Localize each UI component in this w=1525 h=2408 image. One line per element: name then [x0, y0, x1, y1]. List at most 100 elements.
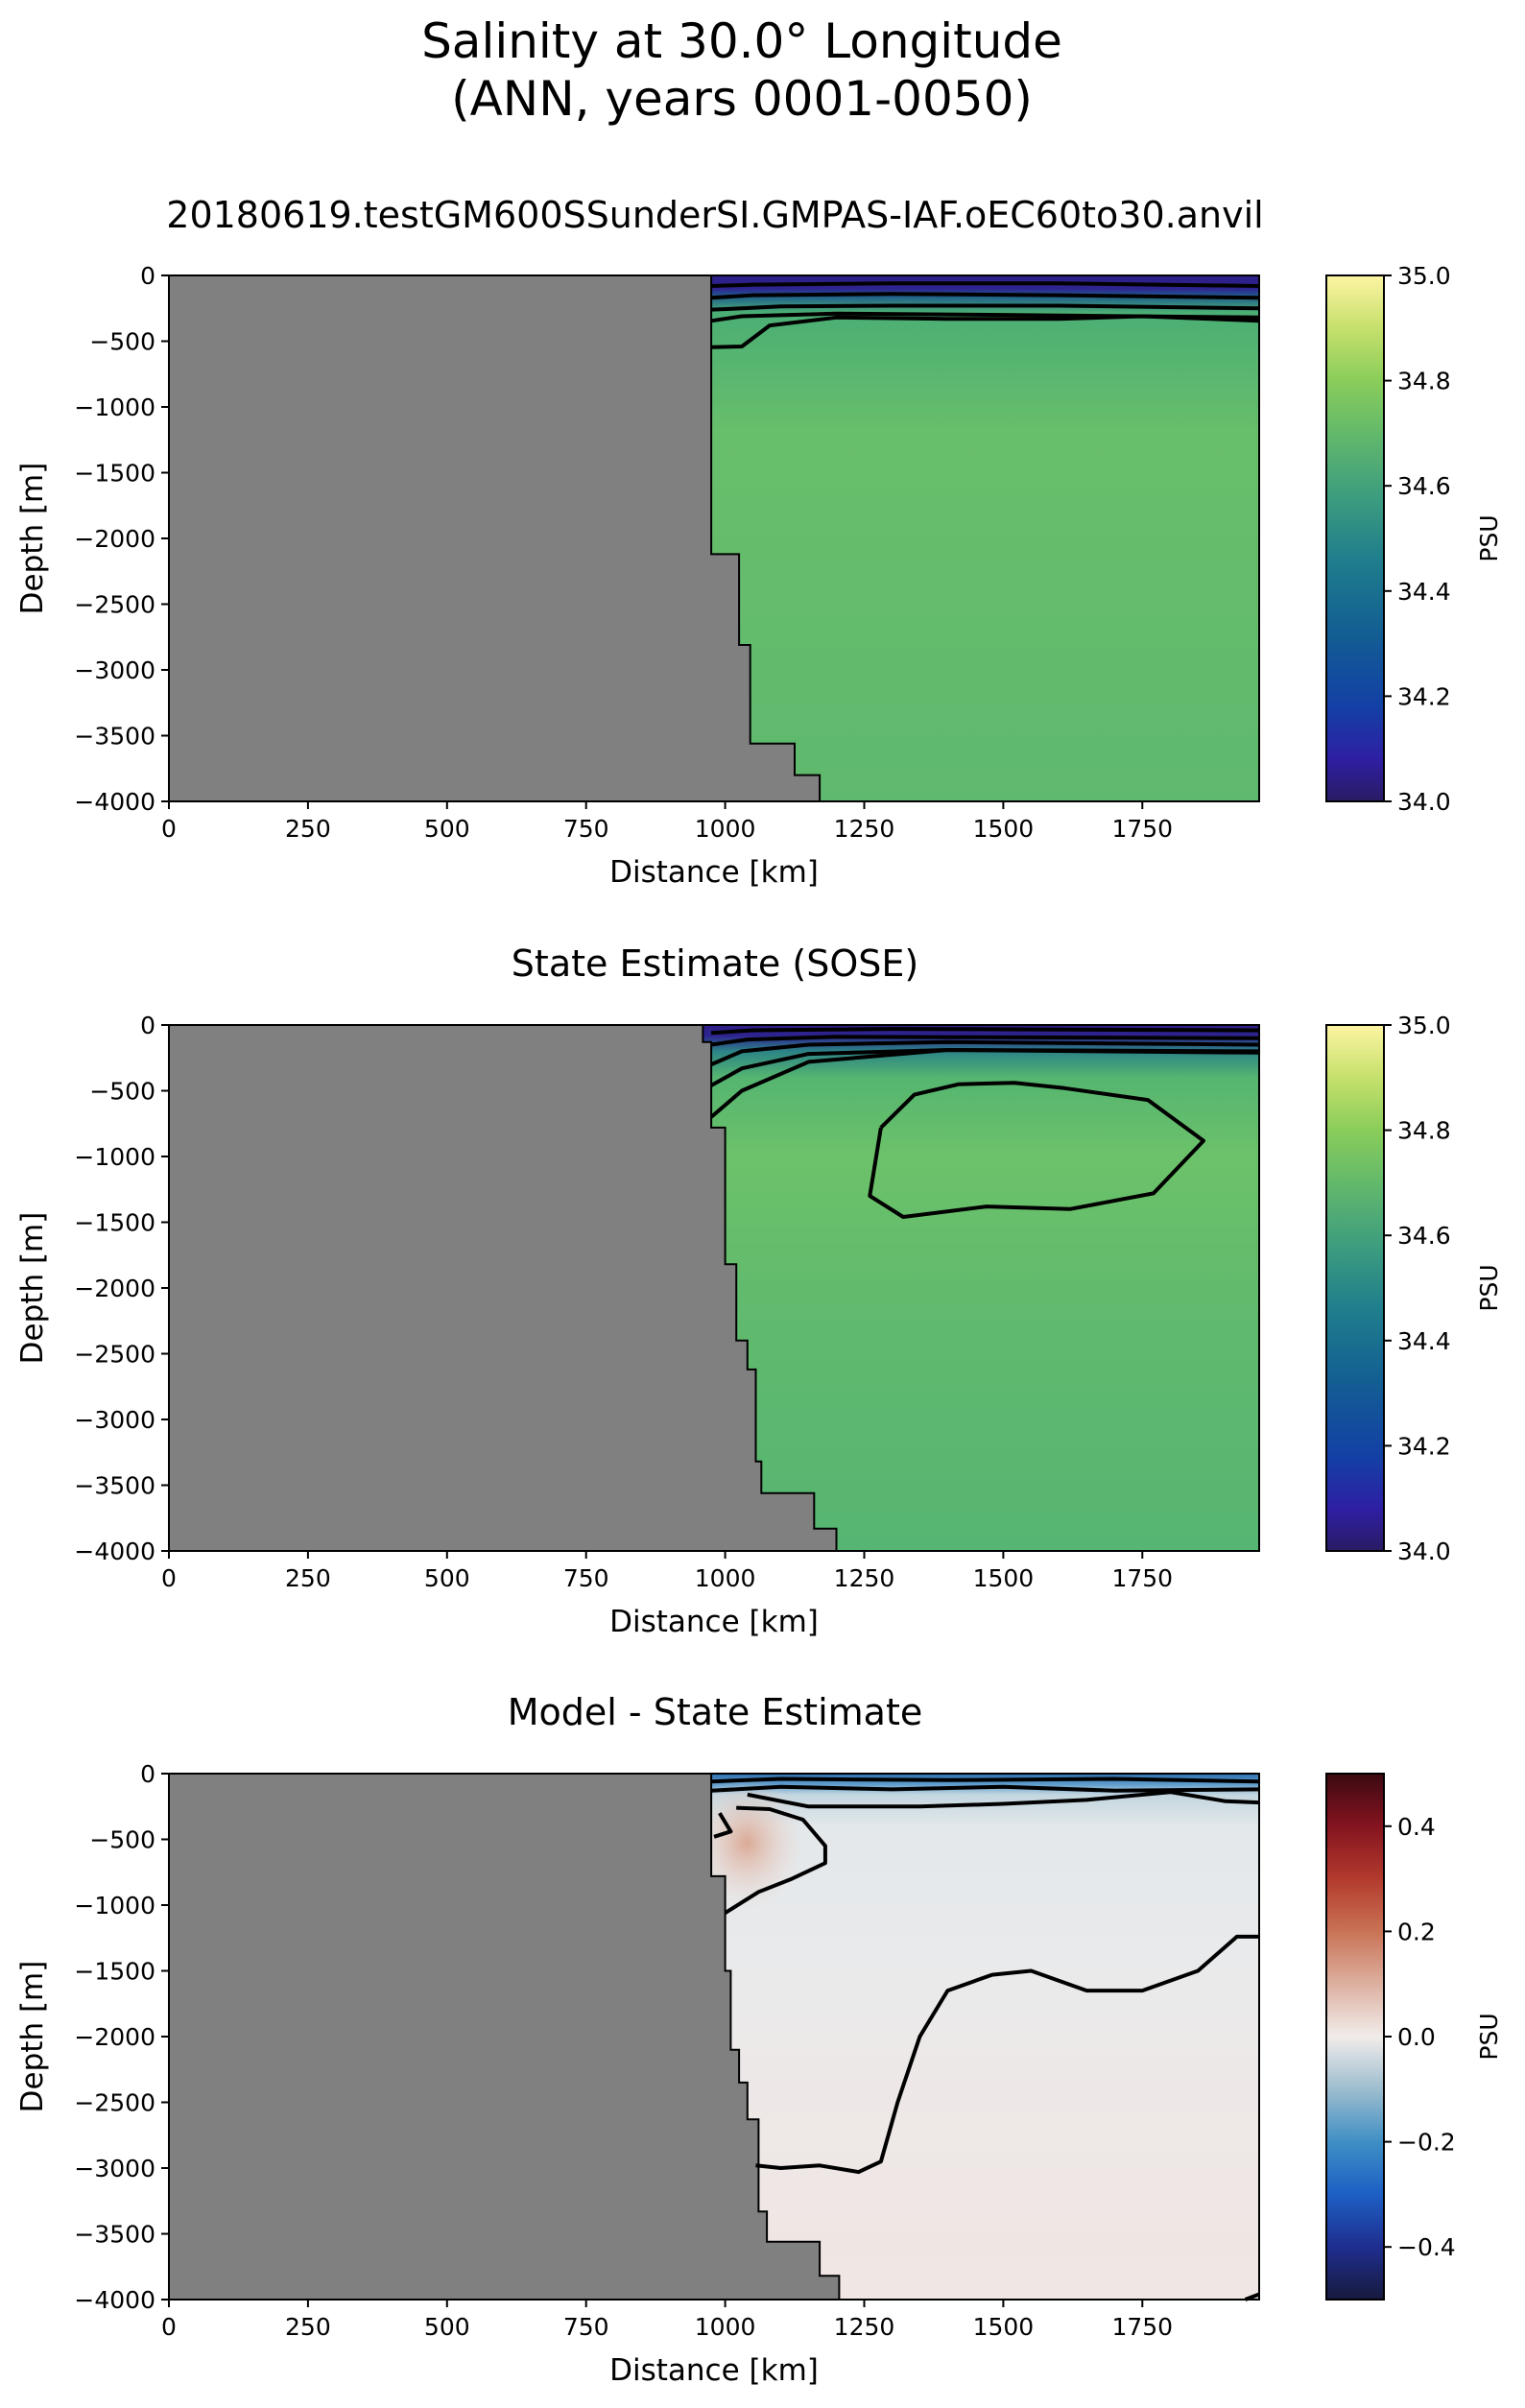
contour-line — [711, 303, 1260, 312]
y-tick-label: 0 — [140, 262, 155, 290]
plot-area — [168, 1773, 1260, 2301]
contour-line — [710, 1027, 1260, 1036]
x-axis-label: Distance [km] — [609, 855, 819, 890]
colorbar-tick-label: 34.8 — [1397, 1117, 1451, 1145]
contour-line — [710, 311, 1260, 323]
y-tick-label: −1500 — [74, 460, 155, 488]
y-tick-label: −2000 — [74, 2023, 155, 2051]
x-tick-label: 1000 — [695, 2313, 756, 2341]
colorbar: 34.0 34.2 34.4 34.6 34.8 35.0 PSU — [1325, 262, 1503, 816]
y-tick-label: −1000 — [74, 393, 155, 421]
contour-lines — [710, 1776, 1260, 2301]
plot-area — [168, 274, 1260, 802]
colorbar-tick-label: 34.2 — [1397, 1432, 1451, 1460]
contour-line — [710, 1039, 1260, 1066]
x-tick-label: 750 — [563, 1564, 609, 1592]
plot-area — [168, 1024, 1260, 1552]
colorbar: 34.0 34.2 34.4 34.6 34.8 35.0 PSU — [1325, 1012, 1503, 1565]
y-tick-label: −2000 — [74, 525, 155, 553]
x-tick-label: 1500 — [973, 2313, 1035, 2341]
x-tick-label: 1250 — [834, 2313, 895, 2341]
y-tick-label: −2500 — [74, 1341, 155, 1369]
panel-sose: State Estimate (SOSE) 0 250 500 750 1000 1250… — [15, 942, 1503, 1639]
y-tick-label: −1500 — [74, 1958, 155, 1986]
contour-lines — [710, 281, 1260, 349]
colorbar: −0.4 −0.2 0.0 0.2 0.4 PSU — [1325, 1773, 1503, 2301]
y-tick-label: −1000 — [74, 1892, 155, 1919]
panel-difference: Model - State Estimate 0 250 500 750 1000 125… — [15, 1691, 1503, 2388]
colorbar-tick-label: 34.4 — [1397, 1327, 1451, 1355]
colorbar-gradient — [1325, 1024, 1385, 1552]
y-tick-label: −500 — [89, 328, 155, 356]
x-axis: 0 250 500 750 1000 1250 1500 1750 — [161, 1551, 1173, 1592]
y-axis-label: Depth [m] — [15, 1212, 50, 1365]
contour-line — [710, 1035, 1260, 1047]
y-axis-label: Depth [m] — [15, 463, 50, 615]
x-tick-label: 500 — [424, 815, 470, 843]
y-tick-label: −500 — [89, 1078, 155, 1106]
contour-line — [755, 1934, 1259, 2175]
colorbar-ticks: −0.4 −0.2 0.0 0.2 0.4 — [1384, 1813, 1456, 2261]
y-tick-label: −1000 — [74, 1143, 155, 1171]
colorbar-tick-label: 34.2 — [1397, 682, 1451, 710]
colorbar-tick-label: 34.6 — [1397, 472, 1451, 500]
contour-line — [710, 292, 1260, 300]
colorbar-label: PSU — [1475, 2013, 1503, 2060]
x-axis-label: Distance [km] — [609, 1605, 819, 1639]
x-tick-label: 1750 — [1111, 2313, 1173, 2341]
x-tick-label: 1500 — [973, 1564, 1035, 1592]
x-tick-label: 750 — [563, 2313, 609, 2341]
x-tick-label: 500 — [424, 2313, 470, 2341]
contour-line — [713, 1812, 733, 1839]
panel-model: 20180619.testGM600SSunderSI.GMPAS-IAF.oE… — [15, 194, 1503, 890]
y-axis: 0 −500 −1000 −1500 −2000 −2500 −3000 −3500 −4000 — [74, 1760, 169, 2314]
y-tick-label: 0 — [140, 1760, 155, 1788]
y-tick-label: −3500 — [74, 723, 155, 751]
x-tick-label: 500 — [424, 1564, 470, 1592]
y-tick-label: 0 — [140, 1012, 155, 1039]
colorbar-tick-label: 34.0 — [1397, 788, 1451, 816]
y-tick-label: −3000 — [74, 1406, 155, 1434]
x-tick-label: 250 — [285, 815, 331, 843]
x-tick-label: 0 — [161, 2313, 177, 2341]
y-tick-label: −2500 — [74, 591, 155, 619]
x-tick-label: 1000 — [695, 815, 756, 843]
x-tick-label: 250 — [285, 1564, 331, 1592]
x-tick-label: 250 — [285, 2313, 331, 2341]
contour-line — [747, 1790, 1260, 1809]
colorbar-tick-label: 0.2 — [1397, 1918, 1436, 1945]
contour-lines — [709, 1027, 1260, 1219]
y-tick-label: −3500 — [74, 1472, 155, 1500]
contour-line — [711, 314, 1260, 349]
colorbar-tick-label: 34.0 — [1397, 1538, 1451, 1565]
y-axis: 0 −500 −1000 −1500 −2000 −2500 −3000 −3500 −4000 — [74, 262, 169, 816]
x-tick-label: 0 — [161, 1564, 177, 1592]
y-tick-label: −1500 — [74, 1209, 155, 1237]
x-tick-label: 1500 — [973, 815, 1035, 843]
colorbar-gradient — [1325, 274, 1385, 802]
x-tick-label: 1000 — [695, 1564, 756, 1592]
x-tick-label: 0 — [161, 815, 177, 843]
land-mask — [168, 1024, 838, 1552]
y-axis: 0 −500 −1000 −1500 −2000 −2500 −3000 −3500 −4000 — [74, 1012, 169, 1565]
colorbar-label: PSU — [1475, 1264, 1503, 1311]
colorbar-tick-label: 34.6 — [1397, 1222, 1451, 1250]
contour-line — [709, 1048, 1260, 1119]
figure-title-line2: (ANN, years 0001-0050) — [451, 71, 1033, 127]
figure-title-line1: Salinity at 30.0° Longitude — [421, 13, 1062, 69]
x-tick-label: 1750 — [1111, 815, 1173, 843]
x-tick-label: 1250 — [834, 1564, 895, 1592]
colorbar-ticks: 34.0 34.2 34.4 34.6 34.8 35.0 — [1384, 1012, 1451, 1565]
x-tick-label: 1250 — [834, 815, 895, 843]
panel-title: State Estimate (SOSE) — [512, 942, 918, 985]
y-tick-label: −3000 — [74, 2155, 155, 2182]
colorbar-tick-label: −0.4 — [1397, 2233, 1456, 2261]
y-tick-label: −2500 — [74, 2089, 155, 2117]
y-tick-label: −4000 — [74, 2286, 155, 2314]
colorbar-tick-label: 0.4 — [1397, 1813, 1436, 1841]
contour-line — [724, 1805, 827, 1915]
x-axis: 0 250 500 750 1000 1250 1500 1750 — [161, 2300, 1173, 2341]
y-tick-label: −4000 — [74, 788, 155, 816]
land-mask — [168, 1773, 841, 2301]
